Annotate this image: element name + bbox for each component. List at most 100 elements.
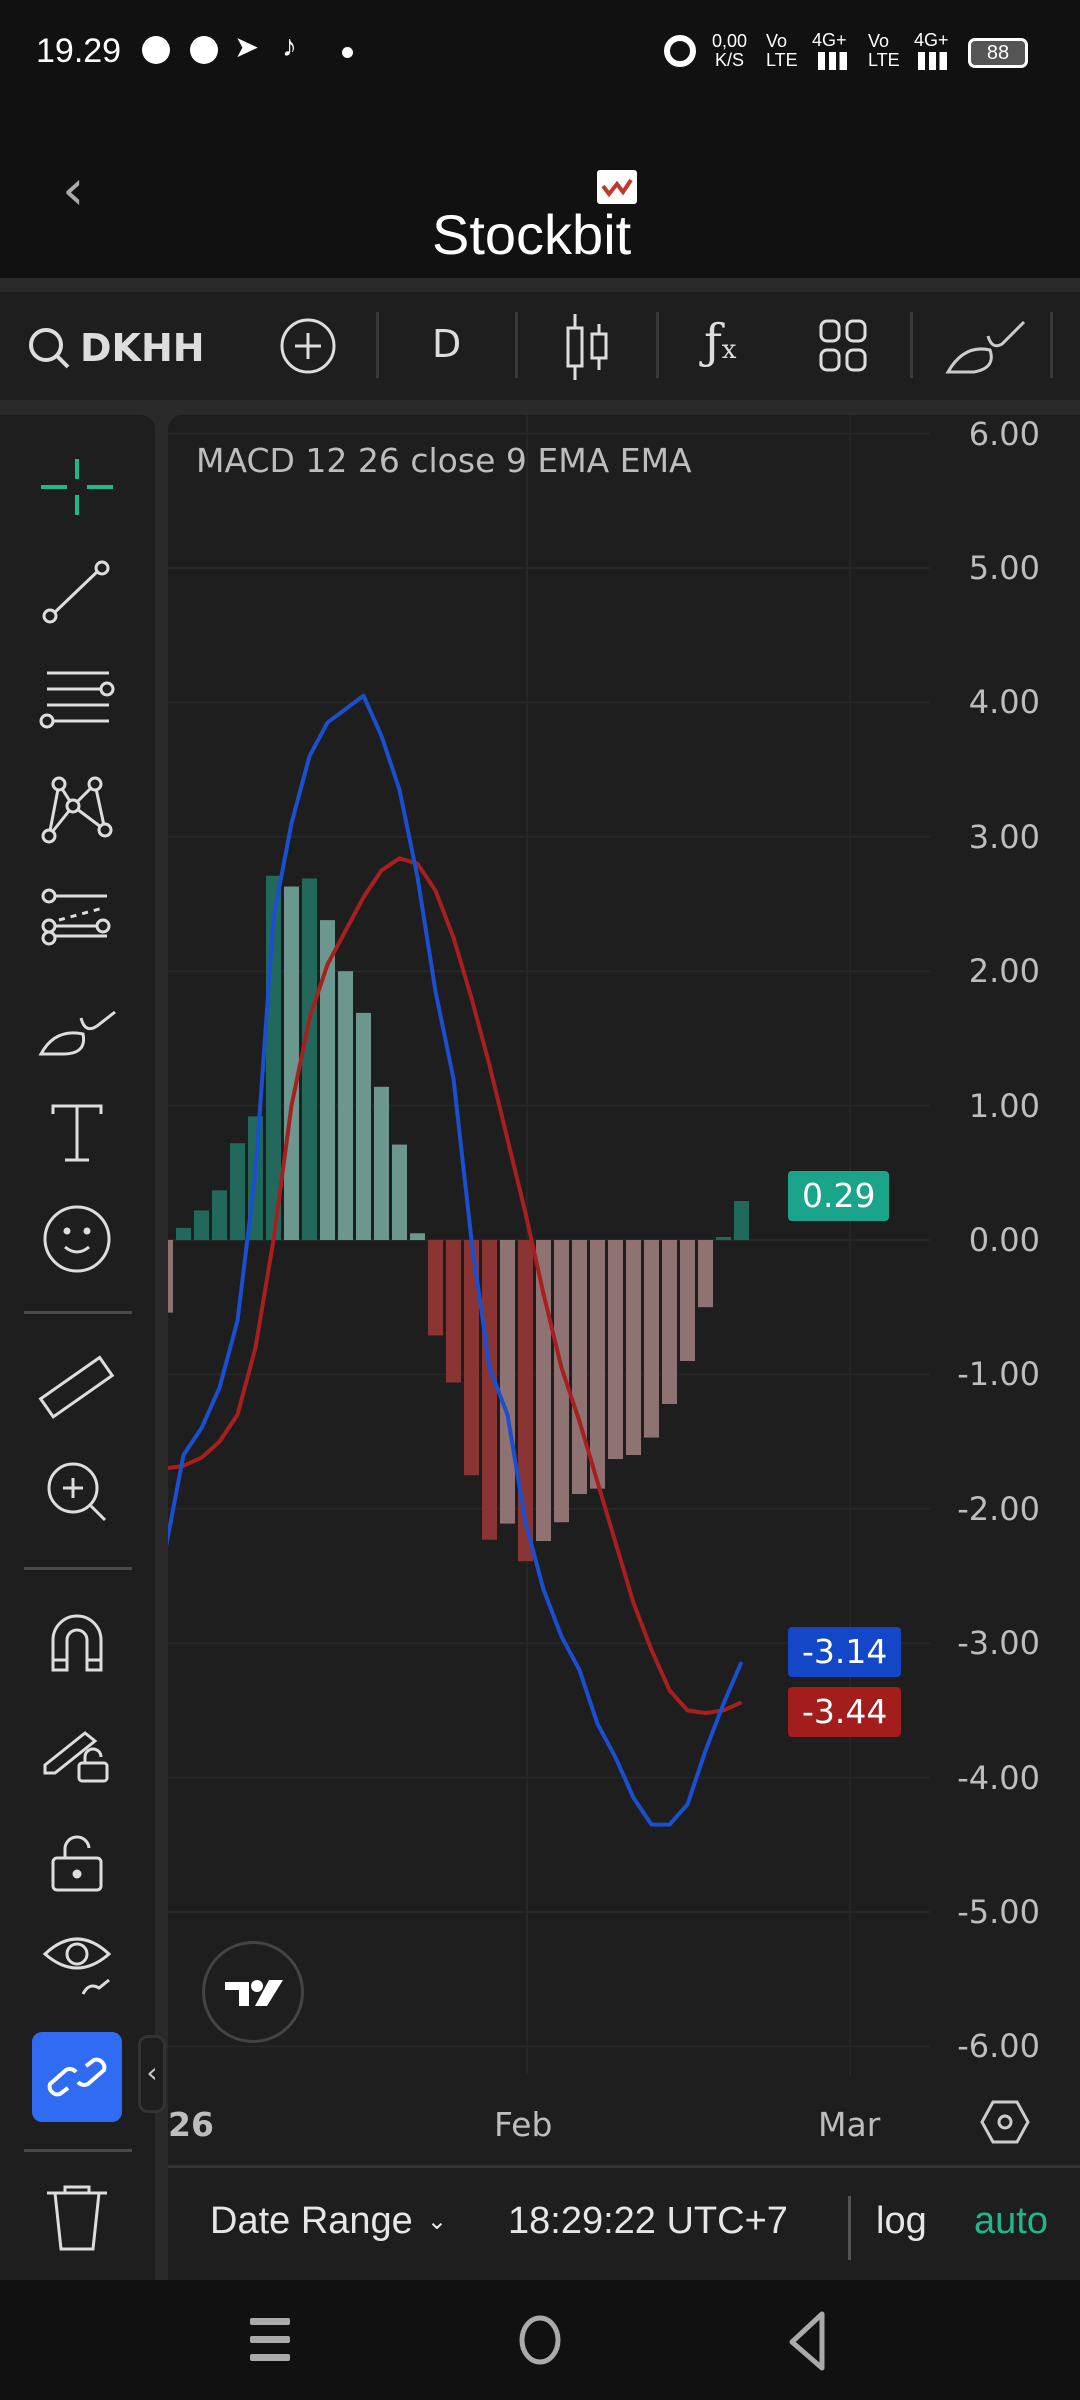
tiktok-icon: ♪	[282, 30, 297, 63]
sim2-label: Vo LTE	[868, 31, 900, 70]
back-nav-icon[interactable]	[786, 2310, 830, 2372]
clock: 19.29	[36, 32, 122, 70]
net-speed-unit: K/S	[715, 50, 745, 70]
drawing-tools-panel	[0, 415, 155, 2280]
histogram-bar	[446, 1240, 461, 1383]
bottom-divider	[848, 2196, 851, 2260]
histogram-bar	[482, 1240, 497, 1540]
macd-last-value-badge: -3.14	[788, 1627, 902, 1677]
y-tick-label: -3.00	[957, 1624, 1040, 1663]
clock-timezone[interactable]: 18:29:22 UTC+7	[508, 2200, 788, 2242]
toolbar-divider	[515, 312, 518, 378]
chart-settings-icon[interactable]	[980, 2099, 1030, 2145]
date-range-dropdown[interactable]: Date Range ⌄	[210, 2200, 447, 2243]
histogram-bar	[572, 1240, 587, 1495]
histogram-bar	[176, 1227, 191, 1240]
macd-chart[interactable]: MACD 12 26 close 9 EMA EMA 6.00 5.00 4.00 3…	[168, 415, 1080, 2165]
y-tick-label: 0.00	[968, 1221, 1040, 1259]
notification-dot-icon	[342, 47, 353, 58]
recent-apps-icon[interactable]	[248, 2310, 294, 2370]
macd-line	[168, 693, 744, 1827]
toolbar-divider	[656, 312, 659, 378]
back-button[interactable]: ‹	[62, 158, 85, 223]
symbol-label: DKHH	[80, 326, 205, 370]
y-tick-label: 5.00	[968, 549, 1040, 587]
auto-scale-toggle[interactable]: auto	[974, 2200, 1048, 2242]
messenger-icon	[190, 36, 218, 64]
histogram-bar	[410, 1233, 425, 1240]
tool-divider	[24, 1311, 132, 1314]
x-tick-label: Feb	[494, 2105, 553, 2144]
emoji-icon[interactable]	[37, 1199, 117, 1279]
histogram-bar	[374, 1086, 389, 1240]
y-tick-label: 1.00	[968, 1086, 1040, 1125]
candlestick-icon[interactable]	[562, 310, 612, 384]
zoom-in-icon[interactable]	[37, 1452, 117, 1532]
histogram-bar	[644, 1240, 659, 1438]
text-tool-icon[interactable]	[37, 1092, 117, 1172]
link-icon	[47, 2057, 107, 2097]
histogram-bar	[680, 1240, 695, 1361]
histogram-bar	[554, 1240, 569, 1523]
logo-text: Stockbit	[432, 203, 632, 266]
trash-icon[interactable]	[37, 2179, 117, 2259]
y-tick-label: 3.00	[968, 817, 1040, 856]
telegram-icon: ➤	[234, 31, 260, 64]
magnet-icon[interactable]	[37, 1602, 117, 1682]
lines	[168, 693, 744, 1827]
tradingview-logo[interactable]	[202, 1941, 304, 2043]
alarm-icon	[664, 35, 696, 67]
y-tick-label: 4.00	[968, 683, 1040, 722]
crosshair-icon[interactable]	[37, 447, 117, 527]
sync-drawings-button[interactable]	[32, 2032, 122, 2122]
symbol-search[interactable]: DKHH	[26, 320, 205, 376]
battery-indicator: 88	[968, 38, 1028, 68]
histogram-bar	[500, 1240, 515, 1524]
brush-icon[interactable]	[944, 314, 1030, 378]
pattern-icon[interactable]	[37, 766, 117, 846]
y-tick-label: -2.00	[957, 1489, 1040, 1528]
chart-canvas[interactable]	[168, 415, 1080, 2165]
horizontal-lines-icon[interactable]	[37, 659, 117, 739]
toolbar-divider	[910, 312, 913, 378]
collapse-panel-button[interactable]: ‹	[138, 2035, 166, 2113]
add-compare-icon[interactable]	[278, 316, 338, 376]
trend-line-icon[interactable]	[37, 552, 117, 632]
histogram-bar	[428, 1240, 443, 1336]
net-speed-value: 0,00	[712, 31, 748, 51]
x-tick-label: 26	[168, 2105, 214, 2144]
facebook-icon	[142, 36, 170, 64]
y-tick-label: 6.00	[968, 415, 1040, 453]
signal-line	[168, 856, 743, 1716]
histogram-bar	[734, 1201, 749, 1240]
histogram-bar	[212, 1190, 227, 1240]
unlock-icon[interactable]	[37, 1822, 117, 1902]
home-icon[interactable]	[516, 2312, 564, 2368]
y-tick-label: -6.00	[957, 2027, 1040, 2066]
sim2-network: 4G+	[914, 30, 949, 50]
layout-grid-icon[interactable]	[818, 318, 868, 374]
log-scale-toggle[interactable]: log	[876, 2200, 927, 2242]
histogram-bar	[698, 1240, 713, 1308]
histogram-bar	[356, 1012, 371, 1240]
interval-button[interactable]: D	[432, 322, 462, 366]
histogram-bar	[338, 971, 353, 1240]
lock-drawings-icon[interactable]	[37, 1709, 117, 1789]
logo-check-icon	[601, 178, 633, 198]
ruler-icon[interactable]	[37, 1348, 117, 1428]
y-tick-label: -4.00	[957, 1758, 1040, 1797]
brush-tool-icon[interactable]	[37, 988, 117, 1068]
chevron-down-icon: ⌄	[426, 2208, 447, 2235]
chart-toolbar: DKHH D ƒx	[0, 292, 1080, 400]
indicators-icon[interactable]: ƒx	[704, 314, 737, 370]
search-icon	[29, 328, 70, 369]
tool-divider	[24, 1567, 132, 1570]
histogram	[168, 875, 749, 1562]
histogram-bar	[590, 1240, 605, 1489]
fibonacci-icon[interactable]	[37, 878, 117, 958]
app-header: ‹ Stockbit	[0, 110, 1080, 278]
system-nav-bar	[0, 2280, 1080, 2400]
hide-drawings-icon[interactable]	[37, 1918, 117, 1998]
indicator-legend[interactable]: MACD 12 26 close 9 EMA EMA	[196, 441, 692, 480]
y-tick-label: -5.00	[957, 1893, 1040, 1931]
